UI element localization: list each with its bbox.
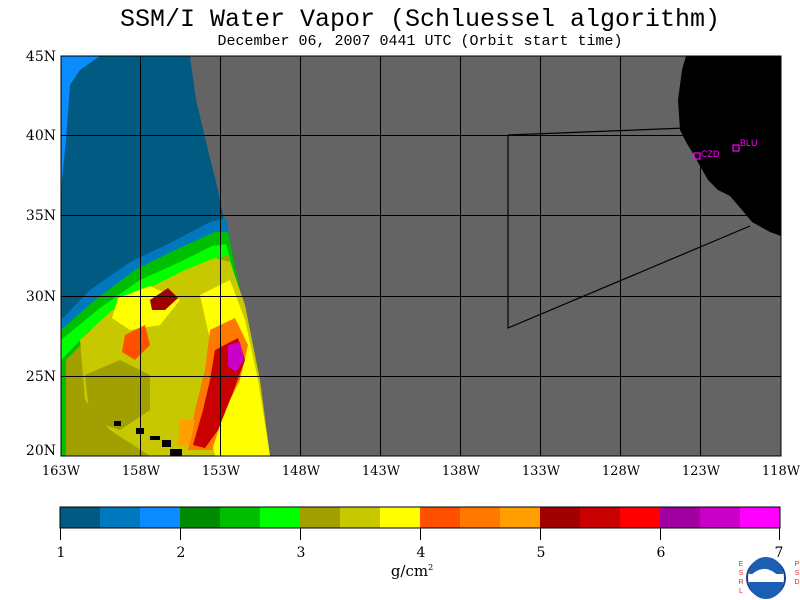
noaa-logo-text: NOAA: [759, 571, 774, 577]
lat-label: 45N: [26, 49, 56, 65]
colorbar-segment: [100, 507, 141, 528]
colorbar-segment: [500, 507, 541, 528]
island-maui: [162, 440, 171, 447]
colorbar-tick-label: 6: [657, 545, 666, 561]
island-kauai: [114, 421, 121, 426]
noaa-logo-bird: [750, 568, 782, 582]
colorbar-segment: [140, 507, 181, 528]
esrl-letters: E S R L: [737, 560, 745, 596]
lat-label: 25N: [26, 369, 56, 385]
colorbar-tick-label: 1: [57, 545, 66, 561]
colorbar-segment: [660, 507, 701, 528]
colorbar-segment: [220, 507, 261, 528]
psd-letter: S: [794, 570, 800, 577]
latitude-labels: 45N 40N 35N 30N 25N 20N: [26, 49, 56, 459]
colorbar-tick-label: 3: [297, 545, 306, 561]
noaa-logo-sea: [749, 582, 783, 599]
colorbar-segment: [460, 507, 501, 528]
noaa-logo-sky: [749, 557, 783, 574]
lon-label: 123W: [682, 464, 721, 479]
colorbar-segment: [260, 507, 301, 528]
lon-label: 158W: [122, 464, 161, 479]
swath-blue-band: [61, 56, 100, 200]
colorbar-segment: [300, 507, 341, 528]
colorbar-segment: [380, 507, 421, 528]
lon-label: 138W: [442, 464, 481, 479]
map-frame: [60, 55, 782, 457]
lon-label: 148W: [282, 464, 321, 479]
satellite-swath: [61, 56, 270, 456]
station-blu-marker: [732, 144, 740, 152]
colorbar-units-exponent: 2: [428, 563, 434, 572]
station-czd-label: CZD: [701, 149, 720, 159]
region-outline: [507, 127, 751, 329]
lat-label: 35N: [26, 208, 56, 224]
colorbar-tick-label: 7: [775, 545, 784, 561]
esrl-letter: S: [738, 570, 744, 577]
esrl-letter: L: [739, 588, 743, 595]
lon-label: 153W: [202, 464, 241, 479]
station-blu-label: BLU: [740, 138, 758, 148]
noaa-logo: NOAA: [746, 557, 786, 599]
colorbar-segment: [620, 507, 661, 528]
map-field: [61, 56, 781, 456]
psd-letter: P: [794, 561, 800, 568]
colorbar-segment: [740, 507, 781, 528]
lat-lon-grid: [61, 56, 781, 456]
lon-label: 143W: [362, 464, 401, 479]
colorbar-units: g/cm2: [372, 562, 452, 580]
swath-olive-patch: [85, 360, 150, 430]
lon-label: 133W: [522, 464, 561, 479]
psd-letters: P S D: [793, 560, 800, 587]
psd-letter: D: [794, 579, 800, 586]
colorbar-segment: [180, 507, 221, 528]
colorbar-units-text: g/cm: [390, 562, 429, 580]
swath-orange-patch: [122, 325, 150, 360]
esrl-letter: R: [738, 579, 744, 586]
lat-label: 30N: [26, 289, 56, 305]
colorbar-segment: [540, 507, 581, 528]
colorbar-segment: [420, 507, 461, 528]
map-subtitle: December 06, 2007 0441 UTC (Orbit start …: [217, 33, 623, 50]
colorbar-segment: [60, 507, 101, 528]
colorbar-tick-label: 5: [537, 545, 546, 561]
colorbar-segment: [340, 507, 381, 528]
longitude-labels: 163W 158W 153W 148W 143W 138W 133W 128W …: [42, 464, 800, 479]
lon-label: 118W: [762, 464, 800, 479]
colorbar-ticks: [60, 528, 780, 540]
lon-label: 163W: [42, 464, 81, 479]
colorbar-tick-label: 4: [417, 545, 426, 561]
island-hawaii: [170, 449, 182, 456]
esrl-letter: E: [738, 561, 744, 568]
lon-label: 128W: [602, 464, 641, 479]
swath-red-patch: [150, 288, 178, 310]
swath-orange-edge: [178, 420, 195, 445]
colorbar-segment: [700, 507, 741, 528]
island-molokai: [150, 436, 160, 440]
map-title: SSM/I Water Vapor (Schluessel algorithm): [119, 5, 721, 34]
station-czd-marker: [693, 152, 701, 160]
swath-magenta-core: [228, 342, 244, 372]
north-america-land: [678, 56, 781, 236]
lat-label: 20N: [26, 443, 56, 459]
colorbar-segment: [580, 507, 621, 528]
colorbar-tick-label: 2: [177, 545, 186, 561]
lat-label: 40N: [26, 128, 56, 144]
colorbar: [60, 507, 781, 528]
colorbar-tick-labels: 1 2 3 4 5 6 7: [57, 545, 784, 561]
